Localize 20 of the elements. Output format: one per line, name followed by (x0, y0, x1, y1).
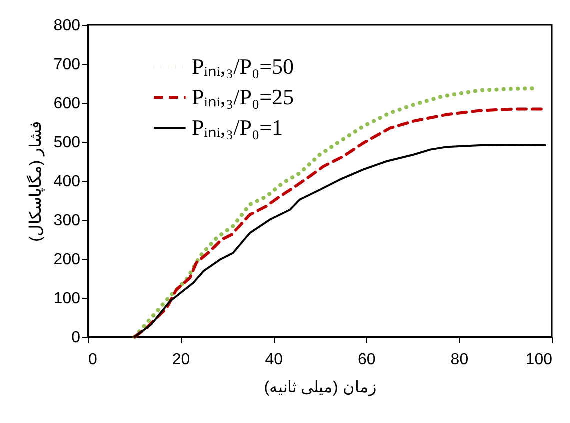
x-tick-label: 0 (88, 352, 98, 368)
x-tick-label: 20 (172, 352, 190, 368)
y-tick-label: 800 (54, 18, 81, 34)
x-axis-title: زمان (میلی ثانیه) (264, 380, 377, 396)
x-tick-label: 40 (265, 352, 284, 368)
y-tick-label: 300 (54, 212, 81, 230)
legend-label: Pᵢₙᵢ,₃/P₀=25 (192, 84, 294, 110)
x-tick-label: 60 (358, 352, 376, 368)
y-axis-title: فشار (مگاپاسکال) (26, 120, 45, 242)
x-tick-label: 100 (526, 352, 553, 368)
y-tick-label: 100 (54, 290, 81, 308)
y-tick-label: 400 (54, 174, 81, 190)
legend-label: Pᵢₙᵢ,₃/P₀=50 (192, 54, 294, 79)
legend-label: Pᵢₙᵢ,₃/P₀=1 (192, 115, 284, 140)
y-tick-label: 700 (54, 56, 81, 74)
y-tick-label: 0 (72, 330, 81, 346)
y-tick-label: 500 (54, 134, 81, 152)
x-tick-label: 80 (450, 352, 469, 368)
y-tick-label: 600 (54, 96, 81, 112)
y-tick-label: 200 (54, 252, 81, 268)
